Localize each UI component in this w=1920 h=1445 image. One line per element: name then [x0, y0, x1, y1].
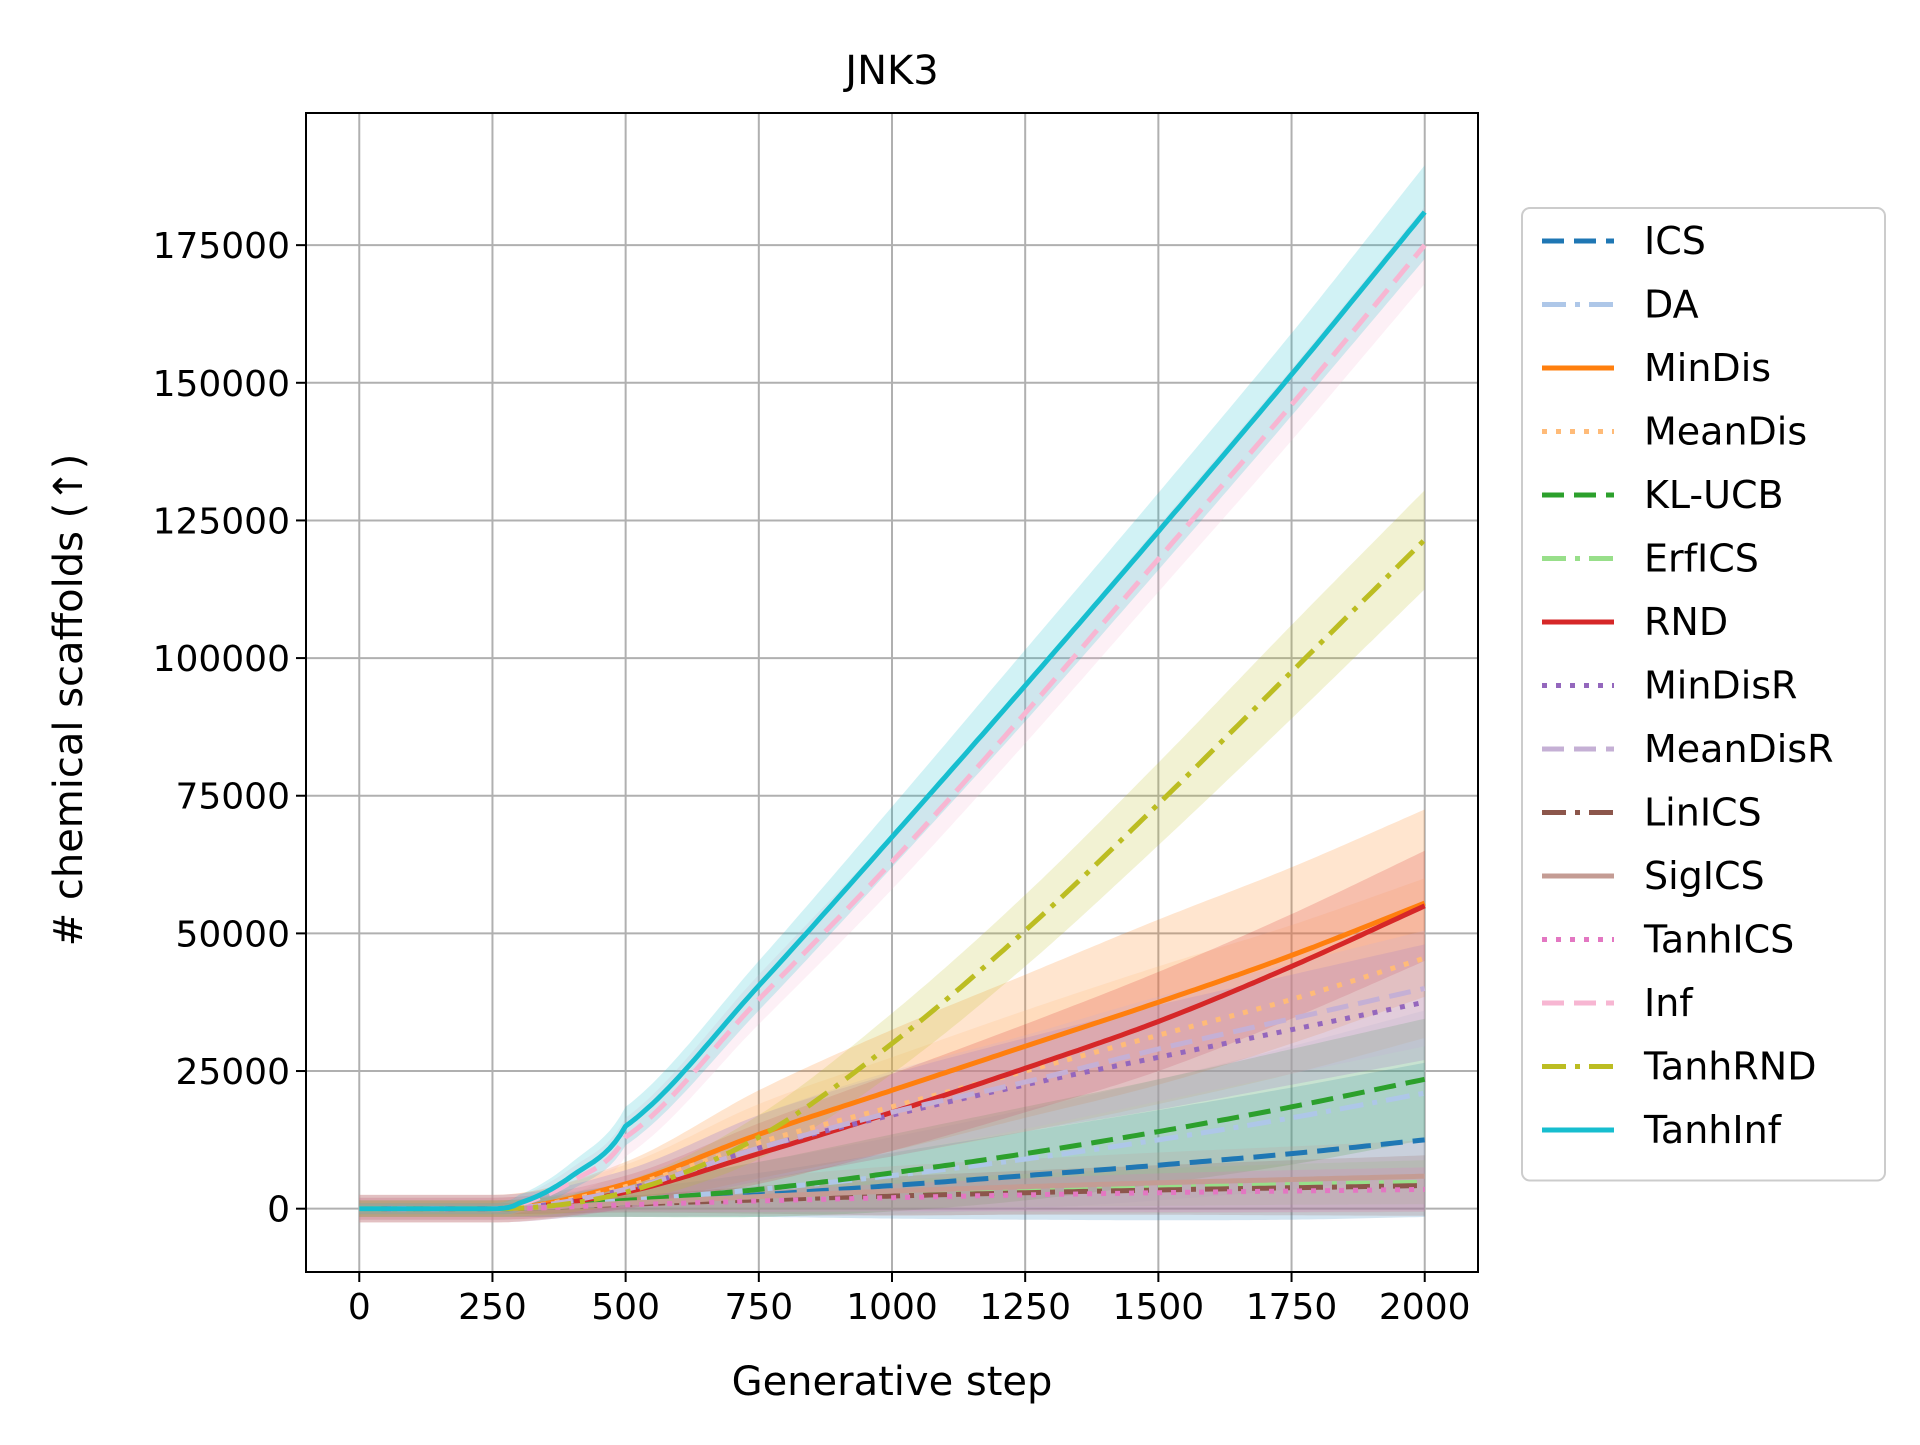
y-tick-label: 150000 [153, 364, 290, 405]
legend-label: MeanDis [1644, 410, 1807, 454]
legend-label: Inf [1644, 981, 1694, 1025]
y-tick-label: 175000 [153, 226, 290, 267]
x-tick-label: 1000 [846, 1287, 938, 1328]
band-meandis [359, 878, 1425, 1223]
tick-layer: 0 250 500 750 1000 1250 1500 1750 2000 0 25000 5000… [153, 226, 1471, 1328]
x-tick-label: 1750 [1246, 1287, 1338, 1328]
x-tick-label: 750 [724, 1287, 793, 1328]
x-tick-label: 0 [348, 1287, 371, 1328]
y-tick-label: 0 [267, 1190, 290, 1231]
x-tick-label: 1500 [1113, 1287, 1205, 1328]
x-tick-label: 500 [591, 1287, 660, 1328]
legend-label: ErfICS [1644, 537, 1759, 581]
series-line-tanhrnd [359, 537, 1427, 1212]
grid-layer [306, 113, 1478, 1272]
x-tick-label: 250 [458, 1287, 527, 1328]
x-tick-label: 1250 [979, 1287, 1071, 1328]
band-mindisr [359, 944, 1425, 1223]
band-sigics [359, 1140, 1425, 1217]
y-tick-label: 25000 [175, 1052, 290, 1093]
legend-label: MeanDisR [1644, 727, 1834, 771]
legend-label: TanhInf [1643, 1108, 1783, 1152]
series-line-meandis [359, 955, 1426, 1212]
chart-title: JNK3 [842, 48, 938, 94]
legend-label: RND [1644, 600, 1728, 644]
x-axis-label: Generative step [732, 1359, 1053, 1405]
band-mindis [359, 809, 1425, 1223]
line-layer [359, 210, 1427, 1212]
y-axis-label: # chemical scaffolds (↑) [46, 454, 92, 947]
y-tick-label: 125000 [153, 501, 290, 542]
y-tick-label: 75000 [175, 777, 290, 818]
legend-label: KL-UCB [1644, 473, 1784, 517]
x-tick-label: 2000 [1379, 1287, 1471, 1328]
legend: ICS DA MinDis MeanDis KL-UCB ErfICS RND MinDisR… [1521, 207, 1886, 1182]
legend-label: ICS [1644, 219, 1706, 263]
band-tanhrnd [359, 490, 1425, 1217]
legend-label: MinDis [1644, 346, 1771, 390]
y-tick-label: 50000 [175, 914, 290, 955]
legend-label: SigICS [1644, 854, 1765, 898]
legend-label: DA [1644, 283, 1699, 327]
legend-label: LinICS [1644, 791, 1762, 835]
series-line-tanhinf [359, 210, 1427, 1212]
y-tick-label: 100000 [153, 639, 290, 680]
legend-label: TanhRND [1643, 1045, 1816, 1089]
legend-label: MinDisR [1644, 664, 1797, 708]
series-line-tanhics [359, 1186, 1425, 1212]
legend-label: TanhICS [1643, 918, 1794, 962]
